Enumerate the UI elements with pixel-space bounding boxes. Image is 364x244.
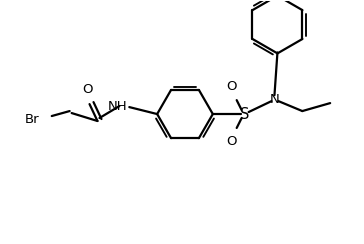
Text: O: O (226, 135, 237, 148)
Text: O: O (82, 83, 93, 96)
Text: NH: NH (108, 100, 127, 112)
Text: O: O (226, 80, 237, 93)
Text: S: S (240, 107, 249, 122)
Text: Br: Br (25, 112, 40, 125)
Text: N: N (270, 93, 279, 106)
